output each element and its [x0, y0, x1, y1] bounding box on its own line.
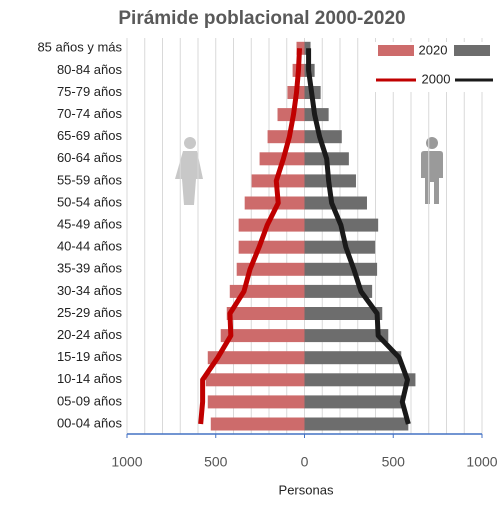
legend-swatch: [454, 45, 490, 56]
y-tick-label: 00-04 años: [57, 415, 123, 430]
y-tick-label: 85 años y más: [37, 40, 122, 55]
x-axis-label: Personas: [279, 482, 334, 497]
legend-label: 2020: [419, 42, 448, 57]
bar: [205, 373, 305, 387]
bar: [304, 351, 402, 365]
x-tick-label: 0: [301, 454, 309, 470]
y-tick-label: 25-29 años: [57, 305, 123, 320]
y-tick-label: 80-84 años: [57, 62, 123, 77]
female-icon: [175, 137, 203, 205]
bar: [207, 395, 305, 409]
bar: [304, 262, 378, 276]
bar: [229, 284, 305, 298]
bar: [304, 284, 373, 298]
bar: [304, 395, 403, 409]
y-tick-label: 70-74 años: [57, 106, 123, 121]
x-tick-label: 1000: [111, 454, 142, 470]
y-tick-label: 40-44 años: [57, 239, 123, 254]
y-tick-label: 65-69 años: [57, 128, 123, 143]
line: [306, 48, 411, 425]
bar: [296, 41, 305, 55]
legend-swatch: [378, 45, 414, 56]
male-icon: [421, 137, 443, 204]
y-tick-label: 35-39 años: [57, 261, 123, 276]
bar: [304, 307, 383, 320]
chart-title: Pirámide poblacional 2000-2020: [118, 8, 405, 29]
bar: [244, 196, 305, 210]
bar: [207, 351, 305, 365]
y-tick-label: 55-59 años: [57, 172, 123, 187]
y-tick-label: 60-64 años: [57, 150, 123, 165]
bar: [304, 240, 376, 254]
bar: [238, 218, 305, 232]
bar: [238, 240, 305, 254]
bar: [304, 196, 367, 210]
bar: [267, 130, 305, 144]
y-tick-label: 10-14 años: [57, 371, 123, 386]
y-tick-label: 20-24 años: [57, 327, 123, 342]
y-tick-label: 75-79 años: [57, 84, 123, 99]
x-tick-label: 500: [382, 454, 406, 470]
bar: [304, 329, 389, 343]
bar: [304, 373, 416, 387]
x-tick-label: 1000: [466, 454, 497, 470]
bar: [304, 417, 409, 431]
y-tick-label: 50-54 años: [57, 194, 123, 209]
legend-label: 2000: [422, 71, 451, 86]
bar: [226, 307, 305, 320]
y-tick-label: 05-09 años: [57, 393, 123, 408]
y-tick-label: 30-34 años: [57, 283, 123, 298]
bar: [210, 417, 305, 431]
line: [198, 48, 303, 425]
y-tick-label: 45-49 años: [57, 217, 123, 232]
bar: [220, 329, 305, 343]
bar: [304, 130, 342, 144]
x-tick-label: 500: [204, 454, 228, 470]
y-tick-label: 15-19 años: [57, 349, 123, 364]
